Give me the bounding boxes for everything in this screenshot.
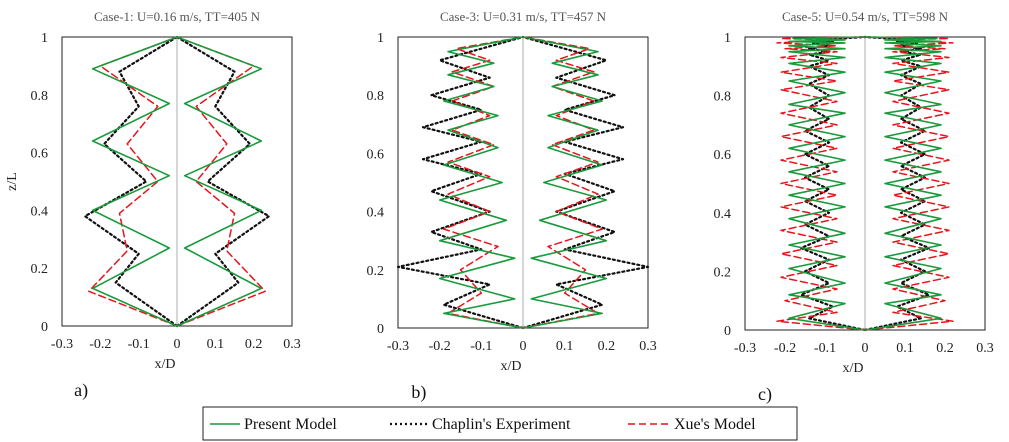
x-tick-label: -0.3 — [387, 339, 409, 354]
y-tick-label: 0.6 — [714, 148, 732, 163]
y-tick-label: 1 — [724, 31, 731, 46]
x-tick-label: -0.2 — [89, 337, 111, 352]
panels: Case-1: U=0.16 m/s, TT=405 N -0.3 -0.2 -0.1… — [5, 9, 994, 405]
series-xue-s-model-left — [443, 36, 524, 329]
x-tick-label: 0.2 — [245, 337, 263, 352]
series-present-model-right — [864, 36, 942, 331]
x-tick-label: -0.3 — [51, 337, 73, 352]
x-tick-label: 0.3 — [639, 339, 657, 354]
legend: Present Model Chaplin's Experiment Xue's… — [202, 406, 798, 441]
y-tick-label: 0.2 — [714, 265, 732, 280]
y-tick-label: 0 — [724, 324, 731, 339]
x-tick-label: -0.2 — [774, 341, 796, 356]
x-tick-label: 0.2 — [936, 341, 954, 356]
series-xue-s-model-left — [776, 36, 866, 331]
y-tick-label: 0.8 — [714, 90, 732, 105]
series-present-model-right — [176, 36, 263, 327]
series-present-model-left — [91, 36, 178, 327]
y-tick-label: 0 — [377, 322, 384, 337]
series-chaplin-s-experiment-right — [863, 35, 931, 332]
y-tick-label: 0.4 — [31, 204, 49, 219]
x-tick-label: -0.1 — [470, 339, 492, 354]
legend-box — [202, 406, 798, 441]
series-present-model-right — [522, 36, 608, 329]
x-axis-label: x/D — [501, 359, 522, 374]
y-tick-label: 0 — [41, 320, 48, 335]
y-tick-label: 0.4 — [714, 207, 732, 222]
legend-label-present-model: Present Model — [244, 416, 337, 433]
series-chaplin-s-experiment-right — [175, 35, 271, 328]
legend-label-chaplins-experiment: Chaplin's Experiment — [432, 416, 571, 433]
y-tick-label: 0.6 — [367, 147, 385, 162]
series-xue-s-model-right — [522, 36, 603, 329]
legend-label-xues-model: Xue's Model — [674, 416, 756, 433]
x-tick-label: -0.3 — [734, 341, 756, 356]
y-tick-label: 1 — [377, 31, 384, 46]
y-tick-label: 1 — [41, 31, 48, 46]
y-tick-label: 0.8 — [31, 89, 49, 104]
x-tick-label: 0.2 — [598, 339, 616, 354]
x-tick-label: 0.1 — [896, 341, 914, 356]
series-present-model-left — [788, 36, 866, 331]
y-axis-label: z/L — [5, 172, 20, 191]
x-tick-label: -0.1 — [128, 337, 150, 352]
panel-1: Case-1: U=0.16 m/s, TT=405 N -0.3 -0.2 -0.1… — [5, 9, 301, 401]
x-tick-label: -0.1 — [814, 341, 836, 356]
x-tick-label: 0.3 — [283, 337, 301, 352]
y-tick-label: 0.2 — [31, 262, 49, 277]
panel-label: b) — [411, 382, 426, 403]
x-axis-label: x/D — [843, 361, 864, 376]
x-tick-label: 0 — [862, 341, 869, 356]
series-chaplin-s-experiment-left — [799, 35, 867, 332]
series-xue-s-model-right — [864, 36, 954, 331]
panel-2: Case-3: U=0.31 m/s, TT=457 N -0.3 -0.2 -0.1… — [367, 9, 657, 403]
x-axis-label: x/D — [155, 357, 176, 372]
x-tick-label: 0.1 — [207, 337, 225, 352]
x-tick-label: -0.2 — [429, 339, 451, 354]
y-tick-label: 0.4 — [367, 206, 385, 221]
x-tick-label: 0.1 — [556, 339, 574, 354]
panel-label: c) — [758, 384, 772, 405]
chart-title: Case-1: U=0.16 m/s, TT=405 N — [94, 9, 261, 24]
chart-title: Case-3: U=0.31 m/s, TT=457 N — [440, 9, 607, 24]
y-tick-label: 0.2 — [367, 264, 385, 279]
x-tick-label: 0.3 — [976, 341, 994, 356]
x-tick-label: 0 — [520, 339, 527, 354]
panel-3: Case-5: U=0.54 m/s, TT=598 N -0.3 -0.2 -0.1… — [714, 9, 994, 405]
x-tick-label: 0 — [174, 337, 181, 352]
y-tick-label: 0.6 — [31, 147, 49, 162]
series-present-model-left — [438, 36, 524, 329]
chart-title: Case-5: U=0.54 m/s, TT=598 N — [782, 9, 949, 24]
series-chaplin-s-experiment-left — [83, 35, 179, 328]
y-tick-label: 0.8 — [367, 89, 385, 104]
panel-label: a) — [74, 380, 88, 401]
